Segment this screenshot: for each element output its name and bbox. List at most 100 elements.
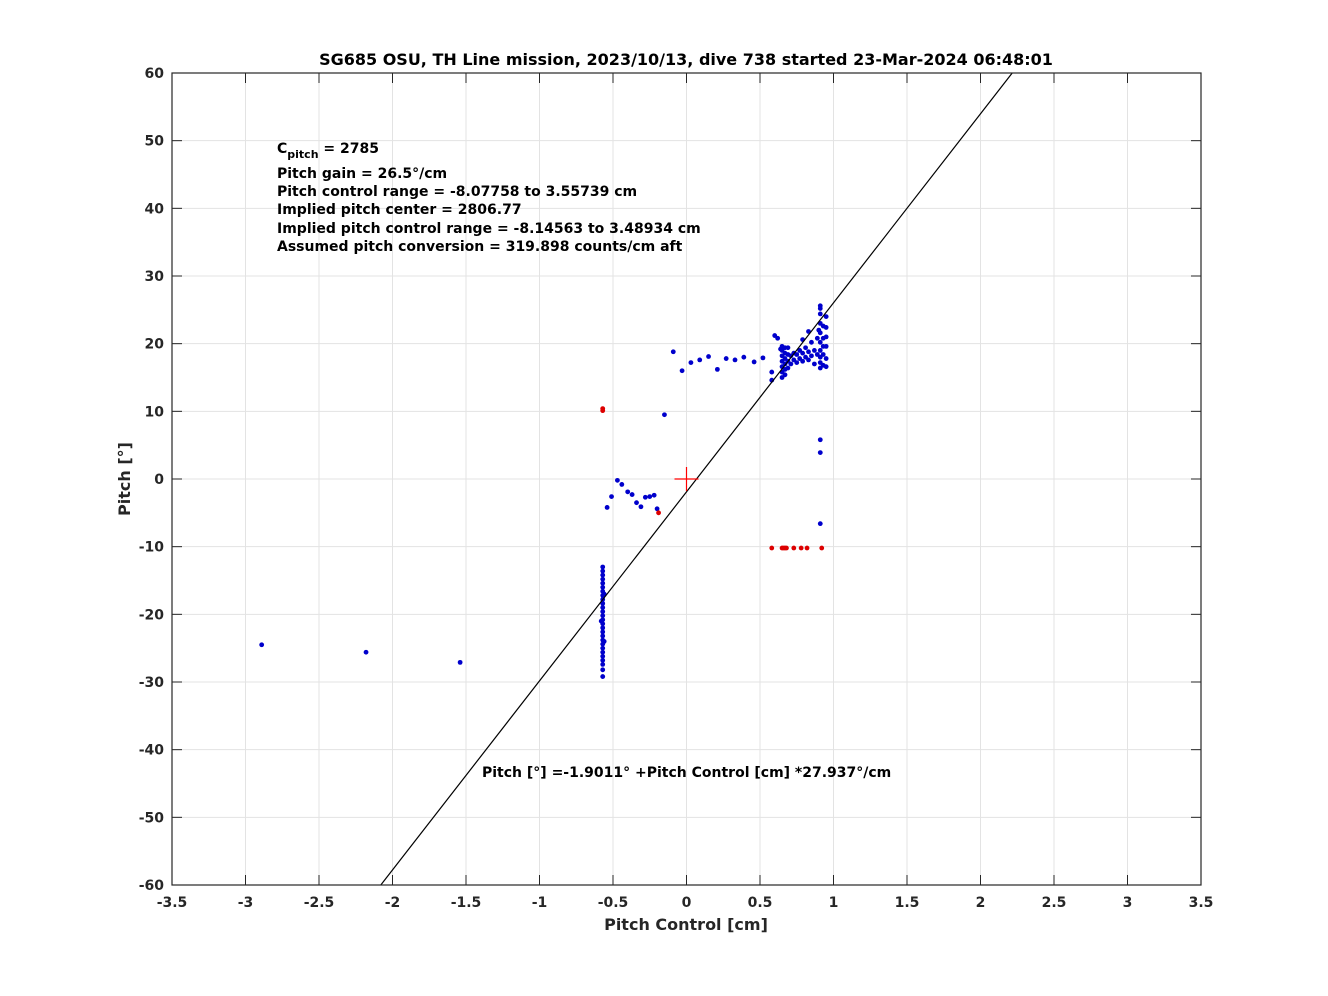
blue-data-point xyxy=(600,584,606,590)
blue-data-point xyxy=(600,629,606,635)
cpitch-value: = 2785 xyxy=(319,141,379,157)
cpitch-annotation: Cpitch = 2785 xyxy=(277,141,379,161)
cpitch-symbol: C xyxy=(277,141,287,157)
y-axis-title: Pitch [°] xyxy=(115,442,134,516)
blue-data-point xyxy=(788,361,794,367)
blue-data-point xyxy=(732,357,738,363)
y-tick-label: -30 xyxy=(139,675,165,691)
fit-equation-text: Pitch [°] =-1.9011° +Pitch Control [cm] … xyxy=(482,765,891,781)
y-tick-label: -50 xyxy=(139,810,165,826)
blue-data-point xyxy=(823,356,829,361)
red-data-point xyxy=(769,545,775,551)
blue-data-point xyxy=(820,352,826,357)
blue-data-point xyxy=(794,352,800,357)
blue-data-point xyxy=(800,350,806,356)
blue-data-point xyxy=(600,605,606,610)
blue-data-point xyxy=(823,364,829,370)
blue-data-point xyxy=(600,653,606,659)
blue-data-point xyxy=(600,609,606,615)
blue-data-point xyxy=(363,649,369,655)
blue-data-point xyxy=(817,521,823,527)
blue-data-point xyxy=(817,330,823,336)
red-data-point xyxy=(804,545,810,551)
cpitch-subscript: pitch xyxy=(287,148,318,161)
x-tick-label: 3 xyxy=(1123,895,1133,911)
pitch-gain-text: Pitch gain = 26.5°/cm xyxy=(277,166,447,182)
y-tick-label: -20 xyxy=(139,607,165,623)
blue-data-point xyxy=(803,345,808,351)
x-axis-title: Pitch Control [cm] xyxy=(604,915,768,934)
y-tick-label: 10 xyxy=(145,404,165,420)
blue-data-point xyxy=(598,618,604,624)
blue-data-point xyxy=(600,613,606,619)
x-tick-label: 0.5 xyxy=(748,895,773,911)
x-tick-label: 0 xyxy=(682,895,692,911)
blue-data-point xyxy=(634,500,639,506)
blue-data-point xyxy=(600,645,606,651)
chart-title: SG685 OSU, TH Line mission, 2023/10/13, … xyxy=(319,50,1053,69)
blue-data-point xyxy=(647,494,653,499)
blue-data-point xyxy=(600,580,606,586)
blue-data-point xyxy=(259,642,265,648)
blue-data-point xyxy=(806,349,811,355)
blue-data-point xyxy=(800,358,806,364)
blue-data-point xyxy=(823,314,829,319)
blue-data-point xyxy=(823,334,829,340)
blue-data-point xyxy=(811,348,817,353)
blue-data-point xyxy=(600,662,606,667)
blue-data-point xyxy=(817,306,823,311)
blue-data-point xyxy=(817,348,823,353)
x-tick-label: -2 xyxy=(385,895,401,911)
blue-data-point xyxy=(600,564,606,570)
x-tick-label: -1 xyxy=(532,895,548,911)
x-tick-label: -2.5 xyxy=(304,895,335,911)
implied-pitch-center-text: Implied pitch center = 2806.77 xyxy=(277,202,522,218)
blue-data-point xyxy=(741,354,747,360)
blue-data-point xyxy=(619,482,625,487)
x-tick-label: -3 xyxy=(238,895,254,911)
blue-data-point xyxy=(609,494,614,499)
x-tick-label: -3.5 xyxy=(157,895,188,911)
blue-data-point xyxy=(794,360,800,366)
blue-data-point xyxy=(782,372,788,378)
blue-data-point xyxy=(600,633,606,639)
blue-data-point xyxy=(600,649,606,655)
blue-data-point xyxy=(679,368,685,374)
y-tick-label: -10 xyxy=(139,540,165,556)
blue-data-point xyxy=(785,365,791,371)
blue-data-point xyxy=(809,353,814,359)
blue-data-point xyxy=(723,356,729,361)
blue-data-point xyxy=(642,494,648,500)
y-tick-label: 0 xyxy=(154,472,164,488)
x-tick-label: -1.5 xyxy=(451,895,482,911)
red-data-point xyxy=(798,545,804,551)
pitch-conversion-text: Assumed pitch conversion = 319.898 count… xyxy=(277,239,683,255)
blue-data-point xyxy=(785,345,791,351)
grid-lines xyxy=(171,72,1202,886)
implied-range-text: Implied pitch control range = -8.14563 t… xyxy=(277,221,701,237)
blue-data-point xyxy=(751,359,757,365)
blue-data-point xyxy=(809,339,814,345)
red-data-point xyxy=(656,510,661,516)
x-tick-label: 2.5 xyxy=(1042,895,1067,911)
blue-data-point xyxy=(625,489,631,495)
blue-data-point xyxy=(662,412,667,418)
blue-data-point xyxy=(600,576,606,582)
blue-data-point xyxy=(604,505,610,510)
y-tick-label: 20 xyxy=(145,337,165,353)
x-tick-label: 3.5 xyxy=(1189,895,1214,911)
red-data-point xyxy=(784,545,789,551)
pitch-control-range-text: Pitch control range = -8.07758 to 3.5573… xyxy=(277,184,637,200)
blue-data-point xyxy=(615,477,620,483)
blue-data-point xyxy=(654,506,660,512)
x-tick-label: 1.5 xyxy=(895,895,920,911)
blue-data-point xyxy=(706,354,711,359)
x-tick-label: -0.5 xyxy=(598,895,629,911)
blue-data-point xyxy=(817,450,823,456)
blue-data-point xyxy=(775,335,781,341)
axes xyxy=(171,72,1202,886)
y-tick-label: 40 xyxy=(145,201,165,217)
blue-data-point xyxy=(600,572,606,578)
red-data-point xyxy=(819,545,825,551)
